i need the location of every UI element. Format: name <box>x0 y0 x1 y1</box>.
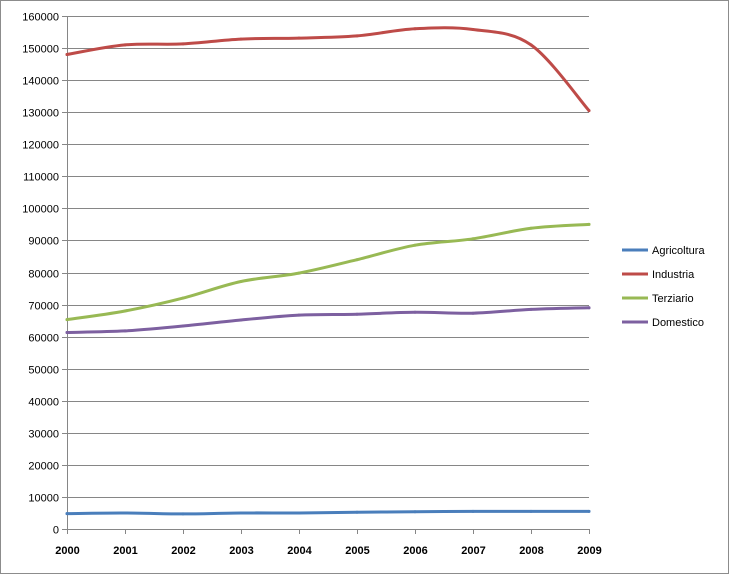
legend-label-agricoltura: Agricoltura <box>652 245 705 257</box>
data-point-agricoltura <box>65 512 69 516</box>
series-line-agricoltura <box>65 509 591 516</box>
data-point-agricoltura <box>239 511 243 515</box>
data-point-industria <box>65 53 69 56</box>
x-axis-ticks: 2000 2001 2002 2003 2004 2005 2006 2007 2008 2009 <box>55 529 602 557</box>
legend-label-domestico: Domestico <box>652 317 704 329</box>
data-point-domestico <box>355 312 359 316</box>
x-tick-label: 2002 <box>171 545 195 557</box>
x-tick-label: 2000 <box>55 545 79 557</box>
legend-label-terziario: Terziario <box>652 293 694 305</box>
y-tick-label: 100000 <box>22 204 59 216</box>
legend[interactable]: Agricoltura Industria Terziario Domestico <box>622 245 705 329</box>
y-tick-label: 90000 <box>28 236 59 248</box>
data-point-agricoltura <box>587 509 591 513</box>
data-point-domestico <box>239 318 243 322</box>
gridlines <box>67 16 589 534</box>
y-tick-label: 70000 <box>28 301 59 313</box>
y-tick-label: 0 <box>53 525 59 537</box>
data-point-domestico <box>471 311 475 315</box>
data-point-domestico <box>587 306 591 310</box>
data-point-terziario <box>297 271 301 275</box>
data-point-terziario <box>123 309 127 313</box>
data-point-domestico <box>65 331 69 334</box>
data-point-agricoltura <box>123 511 127 515</box>
data-point-industria <box>297 36 301 40</box>
y-tick-label: 40000 <box>28 397 59 409</box>
y-tick-label: 140000 <box>22 76 59 88</box>
data-point-agricoltura <box>471 509 475 513</box>
x-tick-label: 2009 <box>577 545 601 557</box>
data-point-industria <box>355 34 359 38</box>
y-tick-label: 10000 <box>28 493 59 505</box>
y-tick-label: 20000 <box>28 461 59 473</box>
data-point-domestico <box>413 310 417 314</box>
data-point-terziario <box>413 243 417 247</box>
data-point-agricoltura <box>413 510 417 514</box>
data-point-industria <box>413 27 417 31</box>
data-point-domestico <box>181 324 185 328</box>
data-point-terziario <box>471 237 475 241</box>
data-point-industria <box>123 43 127 47</box>
data-point-agricoltura <box>355 510 359 514</box>
data-point-domestico <box>123 329 127 333</box>
legend-item-terziario[interactable]: Terziario <box>622 293 694 305</box>
y-tick-label: 160000 <box>22 12 59 24</box>
legend-item-agricoltura[interactable]: Agricoltura <box>622 245 705 257</box>
x-tick-label: 2004 <box>287 545 312 557</box>
data-point-terziario <box>529 226 533 230</box>
data-point-industria <box>529 43 533 47</box>
data-point-industria <box>471 28 475 31</box>
data-point-terziario <box>65 318 69 322</box>
y-tick-label: 50000 <box>28 365 59 377</box>
y-axis-ticks: 0 10000 20000 30000 40000 50000 60000 70000 8000… <box>22 12 67 537</box>
series-lines <box>65 26 591 516</box>
x-tick-label: 2007 <box>461 545 485 557</box>
x-tick-label: 2001 <box>113 545 137 557</box>
data-point-terziario <box>587 222 591 226</box>
data-point-domestico <box>297 313 301 317</box>
legend-item-domestico[interactable]: Domestico <box>622 317 704 329</box>
data-point-industria <box>181 42 185 46</box>
y-tick-label: 130000 <box>22 108 59 120</box>
legend-item-industria[interactable]: Industria <box>622 269 695 281</box>
data-point-agricoltura <box>181 512 185 516</box>
x-tick-label: 2006 <box>403 545 427 557</box>
data-point-agricoltura <box>529 509 533 513</box>
x-tick-label: 2005 <box>345 545 369 557</box>
y-tick-label: 150000 <box>22 44 59 56</box>
legend-label-industria: Industria <box>652 269 695 281</box>
data-point-terziario <box>239 280 243 283</box>
y-tick-label: 30000 <box>28 429 59 441</box>
x-tick-label: 2008 <box>519 545 543 557</box>
series-line-domestico <box>65 306 591 334</box>
series-line-terziario <box>65 222 591 322</box>
x-tick-label: 2003 <box>229 545 253 557</box>
y-tick-label: 80000 <box>28 269 59 281</box>
y-tick-label: 60000 <box>28 333 59 345</box>
data-point-industria <box>587 109 591 113</box>
data-point-domestico <box>529 307 533 311</box>
data-point-terziario <box>355 258 359 262</box>
data-point-agricoltura <box>297 511 301 515</box>
data-point-terziario <box>181 296 185 300</box>
y-tick-label: 110000 <box>23 172 59 184</box>
y-tick-label: 120000 <box>22 140 59 152</box>
series-line-industria <box>65 26 591 113</box>
data-point-industria <box>239 37 243 41</box>
